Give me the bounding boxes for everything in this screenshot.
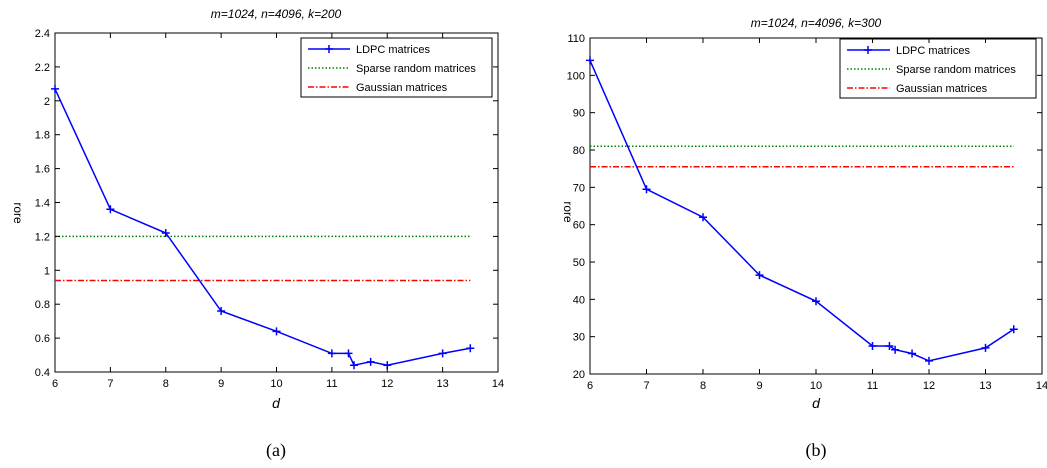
y-tick-label: 1.2	[35, 231, 50, 243]
y-axis-label: rore	[561, 201, 575, 223]
data-point-marker	[161, 229, 170, 238]
x-tick-label: 13	[437, 378, 449, 390]
x-tick-label: 10	[810, 380, 822, 392]
legend: LDPC matrices Sparse random matrices Gau…	[300, 37, 493, 98]
legend-marker-plus	[325, 45, 333, 53]
x-axis-label: d	[812, 395, 821, 411]
data-point-marker	[586, 56, 594, 65]
data-point-marker	[891, 345, 900, 354]
data-point-marker	[327, 349, 336, 358]
chart-panel-b: m=1024, n=4096, k=300 d rore (b) LDPC ma…	[561, 16, 1047, 461]
x-tick-label: 10	[270, 378, 282, 390]
y-tick-label: 90	[573, 108, 585, 120]
x-tick-label: 9	[756, 380, 762, 392]
chart-panel-a: m=1024, n=4096, k=200 d rore (a) LDPC ma…	[11, 7, 504, 461]
x-tick-label: 7	[643, 380, 649, 392]
panel-caption: (a)	[266, 440, 286, 461]
y-axis-label: rore	[11, 202, 25, 224]
data-point-marker	[925, 356, 933, 365]
y-tick-label: 40	[573, 294, 585, 306]
y-tick-label: 110	[567, 33, 585, 45]
data-point-marker	[106, 205, 115, 214]
data-point-marker	[366, 357, 375, 366]
y-tick-label: 1.8	[35, 130, 50, 142]
data-point-marker	[217, 306, 226, 315]
data-point-marker	[885, 342, 894, 350]
legend: LDPC matrices Sparse random matrices Gau…	[839, 38, 1037, 99]
x-tick-label: 8	[700, 380, 706, 392]
y-tick-label: 0.4	[35, 367, 50, 379]
legend-label-sparse: Sparse random matrices	[896, 64, 1016, 76]
x-axis-label: d	[272, 395, 281, 411]
y-tick-label: 0.6	[35, 333, 50, 345]
x-tick-label: 6	[52, 378, 58, 390]
legend-label-gaussian: Gaussian matrices	[896, 83, 988, 95]
legend-label-gaussian: Gaussian matrices	[356, 82, 448, 94]
data-point-marker	[699, 213, 707, 222]
y-tick-label: 2.4	[35, 28, 50, 40]
x-tick-label: 9	[218, 378, 224, 390]
x-tick-label: 13	[979, 380, 991, 392]
y-tick-label: 2	[44, 96, 50, 108]
data-point-marker	[755, 271, 764, 280]
y-tick-label: 20	[573, 369, 585, 381]
data-point-marker	[812, 297, 820, 306]
y-tick-label: 60	[573, 220, 585, 232]
x-tick-label: 14	[1036, 380, 1047, 392]
x-tick-label: 7	[107, 378, 113, 390]
x-tick-label: 12	[381, 378, 393, 390]
y-tick-label: 100	[567, 70, 585, 82]
data-point-marker	[908, 349, 917, 358]
y-tick-label: 80	[573, 145, 585, 157]
y-tick-label: 50	[573, 257, 585, 269]
legend-label-ldpc: LDPC matrices	[356, 44, 430, 56]
y-tick-label: 30	[573, 332, 585, 344]
data-point-marker	[642, 185, 651, 194]
y-tick-label: 1.4	[35, 198, 50, 210]
x-tick-label: 11	[867, 380, 878, 392]
data-point-marker	[466, 344, 475, 353]
data-point-marker	[438, 349, 447, 358]
series-line-ldpc	[589, 60, 1015, 362]
x-tick-label: 14	[492, 378, 504, 390]
x-tick-label: 12	[923, 380, 935, 392]
y-tick-label: 70	[573, 182, 585, 194]
chart-title: m=1024, n=4096, k=200	[211, 7, 342, 21]
data-point-marker	[344, 349, 353, 358]
panel-caption: (b)	[806, 440, 827, 461]
data-point-marker	[868, 342, 877, 350]
legend-marker-plus	[864, 46, 872, 54]
data-point-marker	[1009, 325, 1018, 334]
data-point-marker	[350, 361, 359, 370]
y-tick-label: 2.2	[35, 62, 50, 74]
y-tick-label: 0.8	[35, 299, 50, 311]
x-tick-label: 11	[326, 378, 337, 390]
x-tick-label: 8	[163, 378, 169, 390]
legend-label-ldpc: LDPC matrices	[896, 45, 970, 57]
data-point-marker	[51, 84, 59, 93]
series-line-ldpc	[54, 88, 471, 367]
y-tick-label: 1.6	[35, 164, 50, 176]
legend-label-sparse: Sparse random matrices	[356, 63, 476, 75]
chart-title: m=1024, n=4096, k=300	[751, 16, 882, 30]
data-point-marker	[981, 343, 990, 352]
x-tick-label: 6	[587, 380, 593, 392]
y-tick-label: 1	[44, 265, 50, 277]
data-point-marker	[272, 327, 281, 336]
